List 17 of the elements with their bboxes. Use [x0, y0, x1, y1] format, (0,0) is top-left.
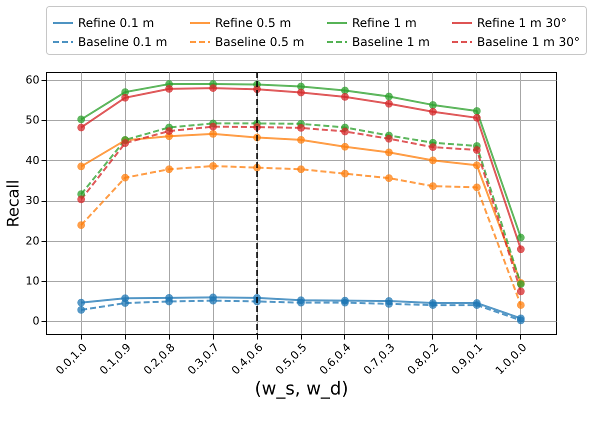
y-tick-label: 40: [26, 154, 40, 167]
y-tick-label: 30: [26, 194, 40, 208]
legend-label: Refine 0.5 m: [215, 16, 292, 30]
legend-label: Baseline 0.1 m: [78, 35, 168, 49]
legend-label: Refine 1 m: [352, 16, 417, 30]
y-tick-label: 0: [32, 314, 40, 328]
legend-label: Refine 1 m 30°: [477, 16, 567, 30]
y-tick-label: 50: [26, 114, 40, 127]
y-tick-label: 60: [26, 74, 40, 87]
y-axis-title: Recall: [4, 180, 23, 228]
legend-label: Baseline 1 m 30°: [477, 35, 580, 49]
y-tick-label: 10: [26, 274, 40, 288]
legend-label: Baseline 0.5 m: [215, 35, 304, 49]
y-tick-label: 20: [26, 234, 40, 248]
legend-label: Baseline 1 m: [352, 35, 430, 49]
x-axis-title: (w_s, w_d): [254, 378, 348, 400]
legend-label: Refine 0.1 m: [78, 16, 154, 30]
